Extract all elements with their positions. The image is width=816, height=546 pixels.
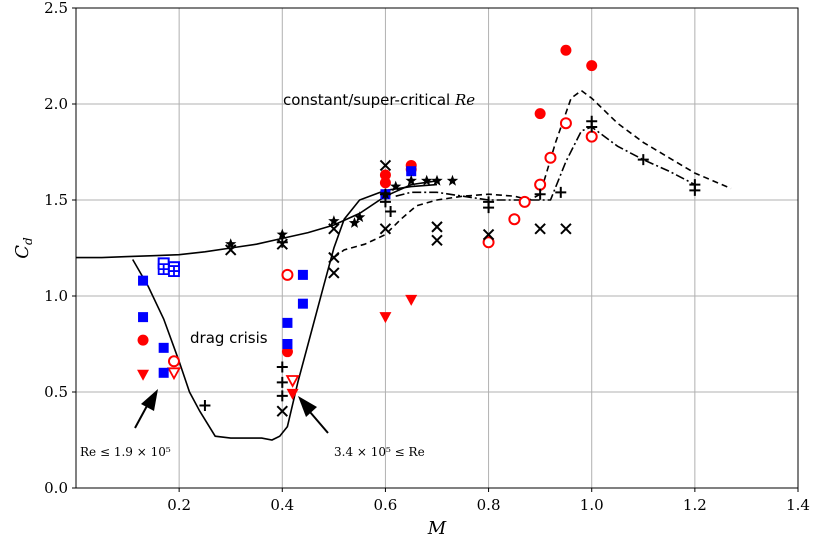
data-point-circle-filled — [534, 108, 546, 120]
data-point-star — [348, 217, 361, 228]
data-point-triangle-down-filled — [286, 388, 299, 400]
data-point-triangle-down-filled — [379, 312, 392, 324]
data-point-x — [328, 251, 340, 264]
data-point-plus — [199, 399, 211, 411]
annotation-low-re: Re ≤ 1.9 × 10⁵ — [80, 445, 171, 459]
data-point-x — [431, 221, 443, 233]
data-point-square-filled — [297, 298, 308, 309]
x-tick-label: 1.4 — [786, 496, 810, 514]
data-point-x — [276, 238, 288, 250]
data-point-x — [225, 244, 237, 256]
annotation-constant-re: constant/super-critical Re — [283, 91, 475, 109]
curve-solid — [132, 183, 438, 441]
data-point-circle-open — [544, 151, 557, 164]
y-tick-label: 1.5 — [44, 191, 68, 209]
plot-frame — [75, 7, 799, 489]
y-axis-label: Cd — [12, 237, 35, 259]
y-tick-label: 2.5 — [44, 0, 68, 17]
data-point-x — [534, 223, 546, 235]
x-tick-label: 0.4 — [270, 496, 294, 514]
data-point-square-filled — [406, 166, 417, 177]
data-point-square-cross — [168, 265, 180, 277]
data-point-star — [421, 174, 433, 186]
plot-background — [76, 8, 798, 488]
data-point-star — [446, 174, 459, 186]
x-tick-label: 1.2 — [683, 496, 707, 514]
data-point-square-filled — [138, 312, 149, 323]
data-point-plus — [276, 236, 288, 248]
data-point-plus — [276, 376, 288, 388]
data-point-circle-open — [559, 117, 572, 130]
data-point-circle-open — [508, 213, 521, 226]
y-tick-label: 0.5 — [44, 383, 68, 401]
data-point-circle-open — [281, 268, 294, 281]
x-tick-label: 0.8 — [477, 496, 501, 514]
data-point-star — [276, 228, 288, 240]
data-point-circle-filled — [379, 169, 391, 181]
data-point-plus — [555, 186, 567, 198]
curve-dashdot — [395, 126, 696, 201]
data-point-square-filled — [158, 342, 169, 353]
x-axis: 0.2 0.4 0.6 0.8 1.0 1.2 1.4 — [167, 488, 810, 514]
data-point-circle-filled — [560, 44, 572, 56]
x-tick-label: 0.6 — [373, 496, 397, 514]
annotation-drag-crisis: drag crisis — [190, 329, 268, 347]
data-point-square-filled — [282, 317, 293, 328]
data-point-plus — [534, 188, 546, 200]
arrow-high-re — [298, 396, 329, 434]
curve-solid — [76, 180, 438, 259]
data-point-x — [431, 234, 443, 247]
y-axis: 0.0 0.5 1.0 1.5 2.0 2.5 — [44, 0, 76, 497]
data-point-star — [328, 215, 340, 226]
data-point-star — [225, 238, 237, 249]
data-point-x — [560, 223, 572, 235]
data-point-circle-filled — [379, 177, 391, 189]
data-point-circle-open — [585, 130, 598, 143]
y-tick-label: 0.0 — [44, 479, 68, 497]
data-point-plus — [483, 202, 495, 214]
data-point-triangle-down-filled — [405, 294, 418, 306]
data-point-x — [482, 228, 495, 241]
data-point-star — [353, 211, 366, 223]
data-point-x — [276, 405, 288, 417]
data-point-plus — [637, 154, 649, 166]
data-point-square-cross — [157, 263, 170, 276]
x-axis-label: M — [427, 518, 447, 539]
data-point-plus — [689, 184, 701, 196]
data-point-circle-filled — [137, 334, 149, 346]
data-point-star — [379, 188, 392, 200]
data-point-circle-open — [534, 178, 547, 191]
x-tick-label: 0.2 — [167, 496, 191, 514]
data-point-square-filled — [158, 367, 169, 378]
y-tick-label: 2.0 — [44, 95, 68, 113]
data-point-square-filled — [297, 269, 308, 280]
data-point-triangle-down-filled — [137, 369, 150, 381]
data-point-plus — [276, 390, 288, 402]
x-tick-label: 1.0 — [580, 496, 604, 514]
y-tick-label: 1.0 — [44, 287, 68, 305]
data-point-triangle-down-open — [166, 367, 182, 381]
data-point-x — [328, 267, 340, 279]
arrow-low-re — [134, 389, 158, 429]
data-points — [137, 44, 701, 417]
data-point-triangle-down-open — [285, 375, 300, 388]
data-point-square-filled — [138, 275, 149, 286]
data-point-star — [390, 180, 402, 192]
data-point-circle-open — [482, 236, 495, 249]
data-point-x — [379, 159, 392, 172]
data-point-square-filled — [282, 339, 293, 349]
data-point-plus — [586, 121, 598, 133]
data-point-circle-filled — [586, 60, 598, 72]
data-point-plus — [379, 196, 391, 208]
data-point-circle-open — [518, 195, 531, 208]
data-point-star — [405, 174, 417, 186]
data-point-circle-open — [167, 355, 180, 368]
data-point-plus — [385, 206, 397, 218]
annotation-high-re: 3.4 × 10⁵ ≤ Re — [334, 445, 425, 459]
data-point-plus — [276, 361, 288, 373]
data-point-x — [379, 223, 392, 235]
data-point-star — [431, 174, 443, 186]
